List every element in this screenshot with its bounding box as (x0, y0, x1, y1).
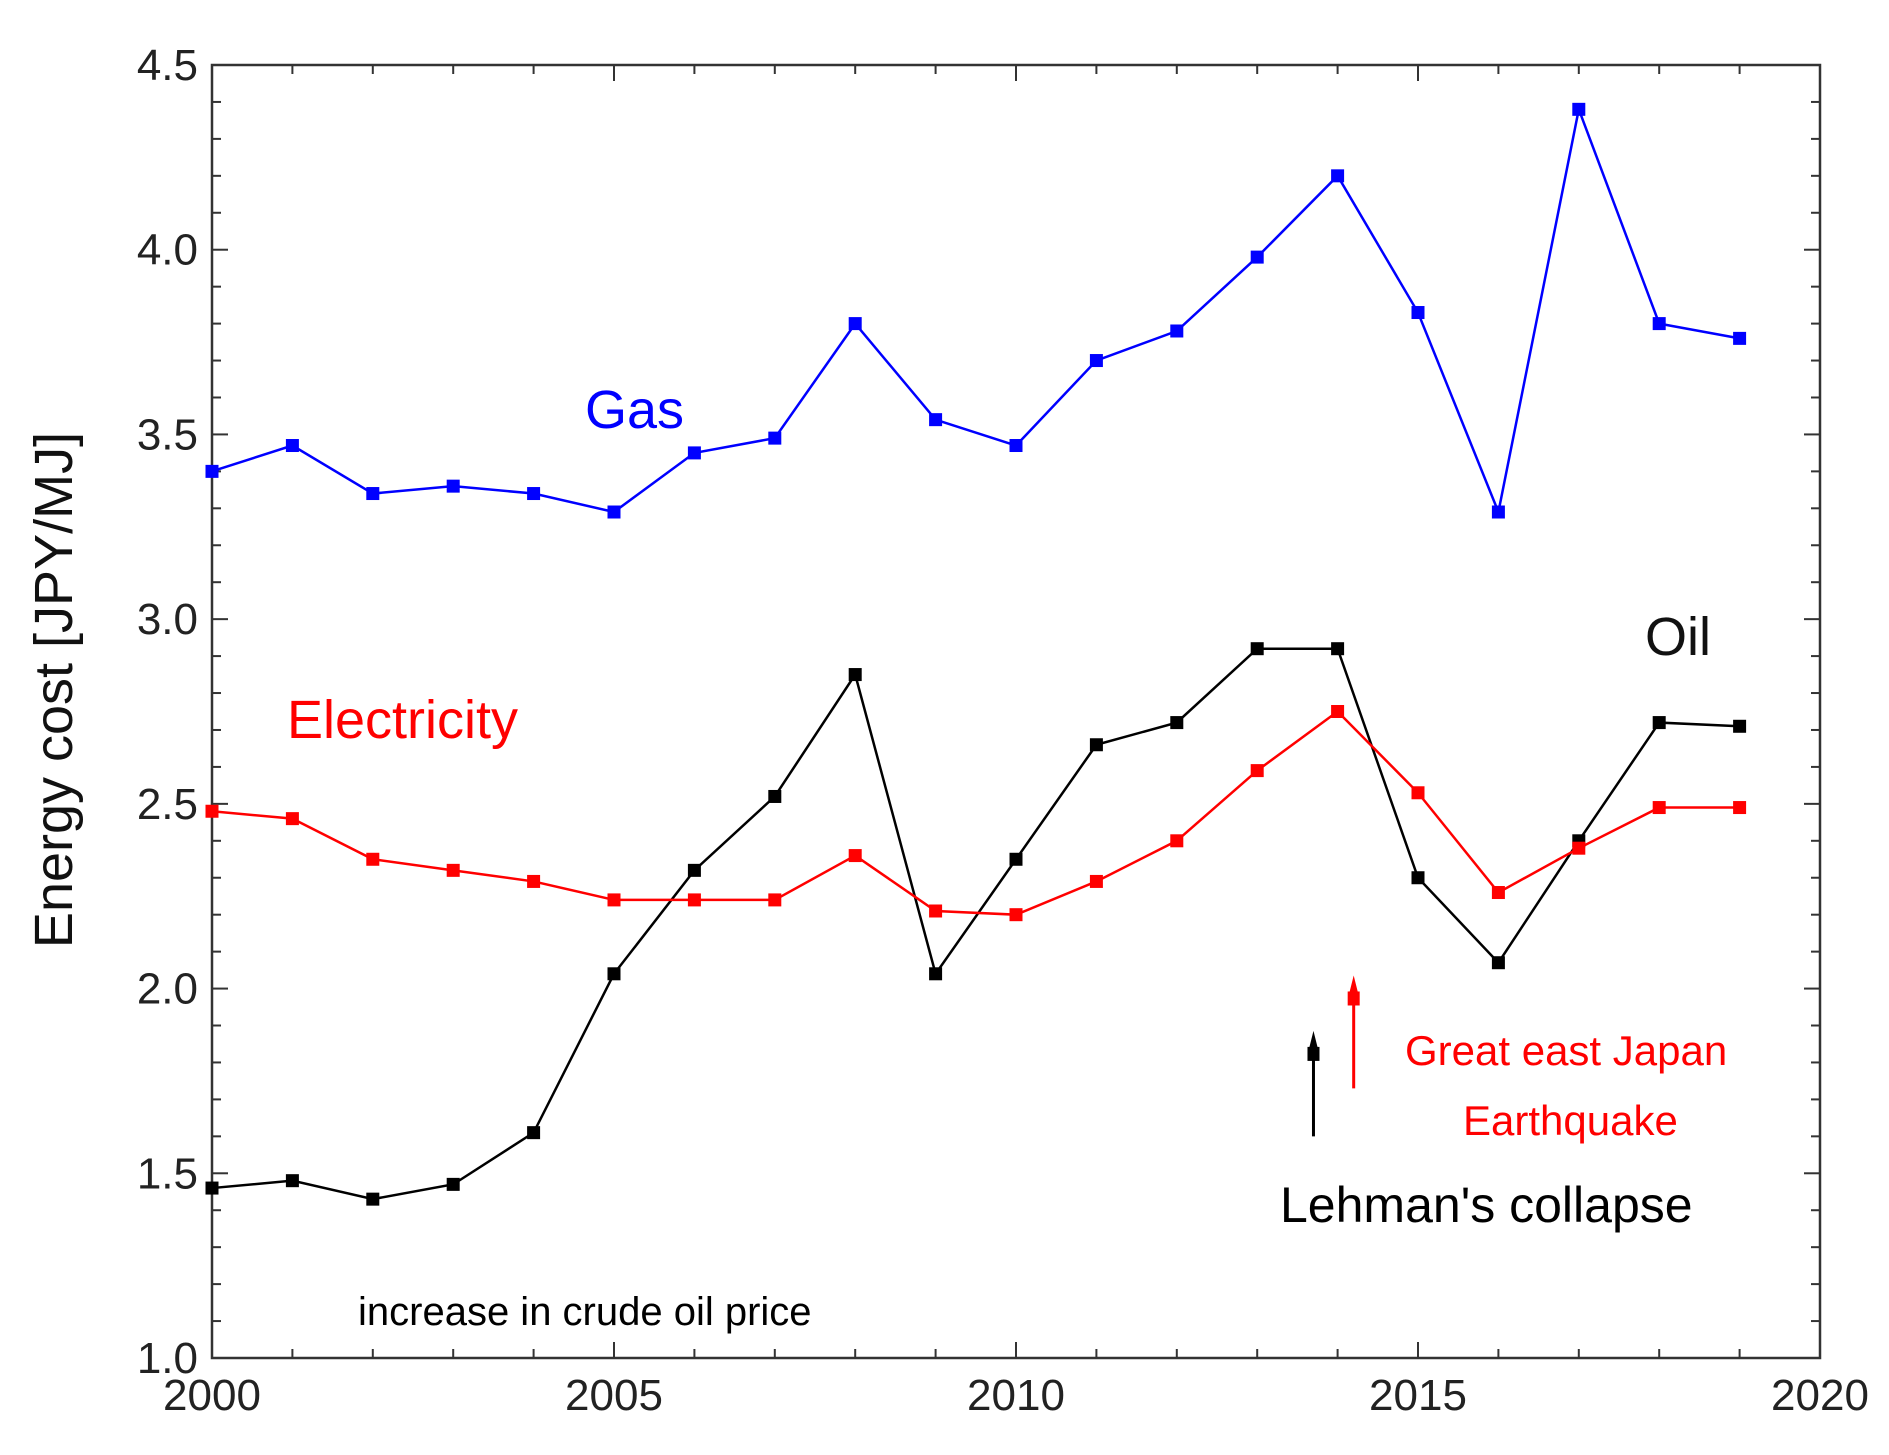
oil-point (446, 1177, 460, 1191)
great-east-japan-earthquake-arrow-block (1347, 991, 1360, 1006)
oil-point (1733, 719, 1747, 733)
oil-point (1250, 642, 1264, 656)
y-tick-label: 1.5 (137, 1149, 198, 1198)
gas-point (366, 487, 380, 501)
gas-point (1331, 169, 1345, 183)
y-tick-label: 2.0 (137, 965, 198, 1014)
gas-point (1652, 317, 1666, 331)
electricity-point (285, 812, 299, 826)
x-tick-label: 2010 (967, 1371, 1065, 1420)
series-oil (205, 642, 1747, 1206)
great-east-japan-earthquake-arrow (1347, 975, 1360, 1089)
electricity-point (366, 852, 380, 866)
oil-point (285, 1174, 299, 1188)
gas-point (687, 446, 701, 460)
gas-point (1491, 505, 1505, 519)
oil-point (527, 1126, 541, 1140)
electricity-point (768, 893, 782, 907)
electricity-point (848, 849, 862, 863)
series-label-electricity: Electricity (287, 690, 518, 750)
electricity-point (1652, 801, 1666, 815)
y-tick-label: 3.5 (137, 410, 198, 459)
series-label-gas: Gas (585, 380, 684, 440)
electricity-point (1733, 801, 1747, 815)
series-label-oil: Oil (1645, 607, 1711, 667)
gas-point (1009, 439, 1023, 453)
y-tick-label: 1.0 (137, 1334, 198, 1383)
annotation-lehman: Lehman's collapse (1280, 1177, 1693, 1233)
lehman-collapse-arrow (1307, 1030, 1320, 1137)
oil-point (687, 863, 701, 877)
electricity-point (1411, 786, 1425, 800)
annotation-crude-oil: increase in crude oil price (358, 1290, 812, 1334)
series-gas (205, 102, 1747, 519)
y-tick-label: 4.0 (137, 226, 198, 275)
annotation-earthquake-line1: Great east Japan (1405, 1027, 1727, 1074)
lehman-collapse-arrow-head (1308, 1030, 1319, 1051)
electricity-point (527, 874, 541, 888)
electricity-point (687, 893, 701, 907)
great-east-japan-earthquake-arrow-head (1348, 975, 1359, 996)
electricity-line (211, 709, 1740, 916)
electricity-point (1250, 764, 1264, 778)
oil-point (205, 1181, 219, 1195)
gas-point (285, 439, 299, 453)
data-series (205, 102, 1747, 1206)
oil-point (1089, 738, 1103, 752)
x-tick-label: 2000 (163, 1371, 261, 1420)
gas-point (848, 317, 862, 331)
oil-point (1411, 871, 1425, 885)
oil-point (1331, 642, 1345, 656)
electricity-point (1331, 705, 1345, 718)
gas-point (768, 431, 782, 445)
x-tick-label: 2015 (1369, 1371, 1467, 1420)
x-tick-label: 2020 (1771, 1371, 1869, 1420)
y-tick-label: 4.5 (137, 41, 198, 90)
gas-point (1572, 102, 1586, 116)
electricity-point (1009, 908, 1023, 922)
x-tick-label: 2005 (565, 1371, 663, 1420)
gas-point (527, 487, 541, 501)
series-electricity (205, 705, 1747, 922)
electricity-point (446, 863, 460, 877)
oil-point (1009, 852, 1023, 866)
lehman-collapse-arrow-block (1307, 1046, 1320, 1061)
gas-point (929, 413, 943, 427)
oil-point (1170, 716, 1184, 730)
oil-point (768, 789, 782, 803)
y-tick-label: 3.0 (137, 595, 198, 644)
electricity-point (205, 804, 219, 818)
gas-point (1733, 331, 1747, 345)
gas-point (446, 479, 460, 493)
annotation-earthquake-line2: Earthquake (1463, 1097, 1678, 1144)
gas-point (1411, 306, 1425, 320)
oil-line (211, 647, 1740, 1201)
oil-point (607, 967, 621, 981)
y-axis-title: Energy cost [JPY/MJ] (24, 432, 84, 948)
gas-point (1170, 324, 1184, 338)
gas-point (1250, 250, 1264, 264)
electricity-point (1089, 874, 1103, 888)
electricity-point (1491, 886, 1505, 900)
oil-point (1491, 956, 1505, 970)
gas-line (211, 104, 1740, 517)
axis-ticks (212, 65, 1820, 1358)
gas-point (1089, 354, 1103, 368)
gas-point (205, 464, 219, 478)
oil-point (848, 668, 862, 682)
oil-point (366, 1192, 380, 1206)
oil-point (929, 967, 943, 981)
axis-tick-labels: 2000 2005 2010 2015 2020 1.0 1.5 2.0 2.5 3.0 3.5 4.… (137, 41, 1869, 1420)
electricity-point (929, 904, 943, 918)
electricity-point (1572, 841, 1586, 855)
y-tick-label: 2.5 (137, 780, 198, 829)
electricity-point (1170, 834, 1184, 848)
electricity-point (607, 893, 621, 907)
oil-point (1652, 716, 1666, 730)
gas-point (607, 505, 621, 519)
event-markers (1307, 975, 1360, 1137)
